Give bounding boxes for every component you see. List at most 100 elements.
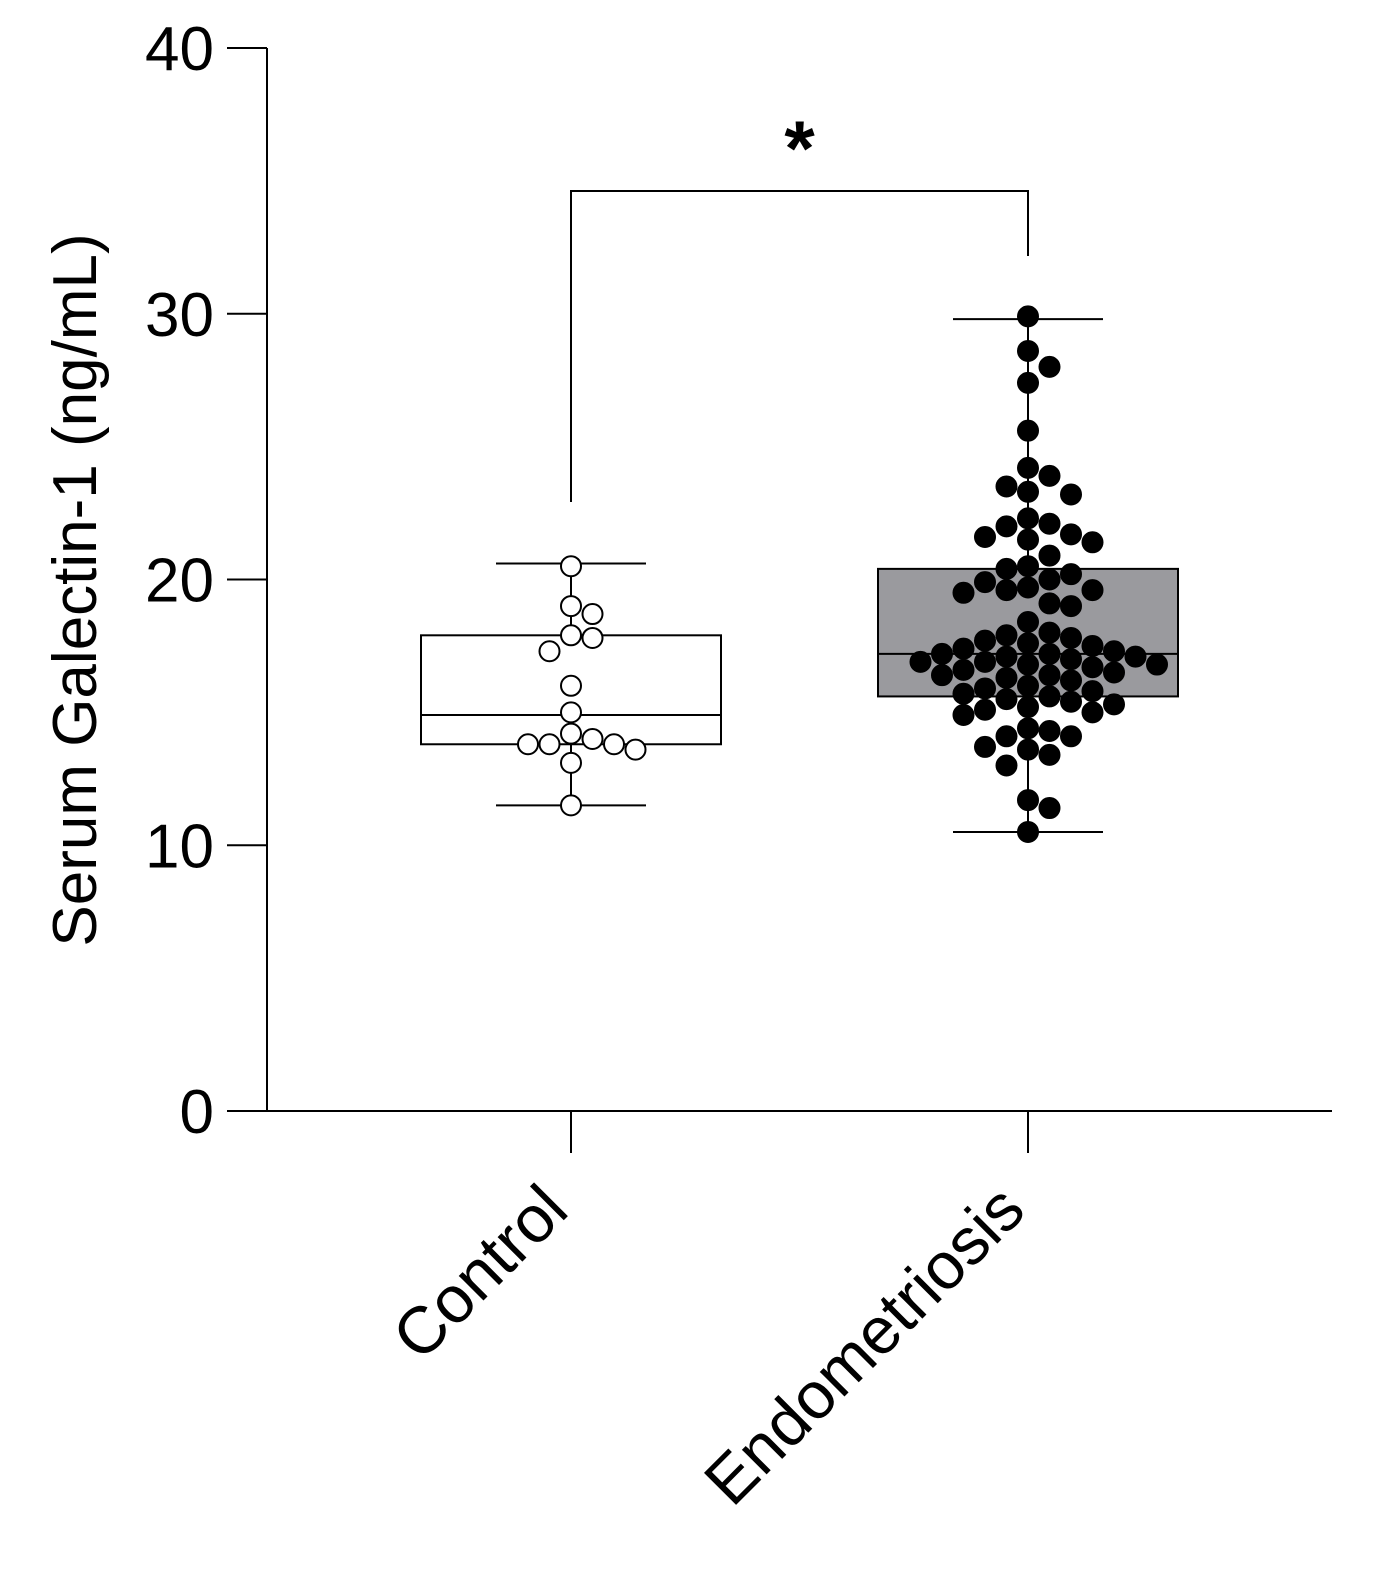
y-tick-label: 10	[145, 812, 214, 881]
data-point	[1038, 592, 1061, 615]
data-point	[624, 738, 647, 761]
data-point	[1081, 579, 1104, 602]
data-point	[995, 557, 1018, 580]
data-point	[560, 794, 582, 817]
data-point	[952, 637, 975, 660]
y-tick-label: 30	[145, 281, 214, 350]
data-point	[974, 735, 996, 758]
data-point	[995, 688, 1018, 711]
data-point	[1060, 725, 1082, 748]
data-point	[1146, 653, 1168, 676]
x-axis: Control Endometriosis	[267, 1110, 1332, 1519]
data-point	[538, 640, 561, 663]
data-point	[931, 664, 953, 687]
data-point	[995, 666, 1018, 689]
data-point	[560, 595, 582, 618]
data-point	[1017, 611, 1039, 634]
data-point	[1103, 640, 1125, 663]
data-point	[1017, 576, 1039, 599]
data-point	[1103, 661, 1125, 684]
data-point	[974, 650, 996, 673]
data-point	[1038, 743, 1061, 766]
data-point	[1017, 480, 1039, 503]
data-point	[1017, 419, 1039, 442]
data-point	[1060, 690, 1082, 713]
data-points	[517, 305, 1168, 843]
data-point	[974, 629, 996, 652]
data-point	[1017, 738, 1039, 761]
data-point	[1060, 563, 1082, 586]
data-point	[1060, 669, 1082, 692]
data-point	[1017, 456, 1039, 479]
data-point	[1017, 507, 1039, 530]
data-point	[1038, 464, 1061, 487]
data-point	[909, 650, 932, 673]
data-point	[560, 624, 582, 647]
data-point	[995, 725, 1018, 748]
data-point	[1017, 696, 1039, 719]
data-point	[974, 571, 996, 594]
data-point	[1038, 719, 1061, 742]
data-point	[1017, 632, 1039, 655]
data-point	[517, 733, 539, 756]
data-point	[538, 733, 561, 756]
data-point	[1017, 653, 1039, 676]
data-point	[560, 555, 582, 578]
data-point	[952, 682, 975, 705]
data-point	[1081, 680, 1104, 703]
data-point	[1060, 523, 1082, 546]
data-point	[952, 658, 975, 681]
data-point	[1060, 483, 1082, 506]
data-point	[1060, 648, 1082, 671]
y-axis: 0 10 20 30 40	[145, 15, 268, 1147]
data-point	[560, 722, 582, 745]
data-point	[581, 727, 604, 750]
data-point	[1081, 531, 1104, 554]
data-point	[1038, 355, 1061, 378]
data-point	[1081, 656, 1104, 679]
bracket-line	[570, 190, 1029, 502]
data-point	[1060, 626, 1082, 649]
data-point	[1038, 568, 1061, 591]
data-point	[995, 579, 1018, 602]
data-point	[1017, 717, 1039, 740]
data-point	[1081, 701, 1104, 724]
data-point	[581, 626, 604, 649]
data-point	[1038, 797, 1061, 820]
data-point	[1017, 371, 1039, 394]
data-point	[1081, 634, 1104, 657]
data-point	[1038, 664, 1061, 687]
data-point	[1038, 685, 1061, 708]
data-point	[1017, 305, 1039, 328]
data-point	[995, 624, 1018, 647]
x-category-label: Control	[378, 1171, 581, 1374]
data-point	[1103, 693, 1125, 716]
data-point	[603, 733, 625, 756]
y-tick-label: 40	[145, 15, 214, 84]
significance-bracket: *	[570, 104, 1029, 502]
data-point	[1017, 789, 1039, 812]
data-point	[581, 603, 604, 626]
data-point	[995, 754, 1018, 777]
significance-label: *	[784, 104, 815, 192]
y-axis-title: Serum Galectin-1 (ng/mL)	[41, 233, 110, 946]
data-point	[952, 581, 975, 604]
data-point	[1017, 555, 1039, 578]
data-point	[1038, 642, 1061, 665]
data-point	[560, 751, 582, 774]
data-point	[1017, 528, 1039, 551]
data-point	[974, 698, 996, 721]
data-point	[1017, 339, 1039, 362]
data-point	[1017, 674, 1039, 697]
data-point	[1017, 820, 1039, 843]
data-point	[931, 642, 953, 665]
y-tick-label: 0	[180, 1078, 214, 1147]
data-point	[995, 645, 1018, 668]
data-point	[560, 701, 582, 724]
data-point	[1038, 544, 1061, 567]
data-point	[995, 515, 1018, 538]
data-point	[1060, 595, 1082, 618]
data-point	[1124, 645, 1147, 668]
data-point	[1038, 621, 1061, 644]
